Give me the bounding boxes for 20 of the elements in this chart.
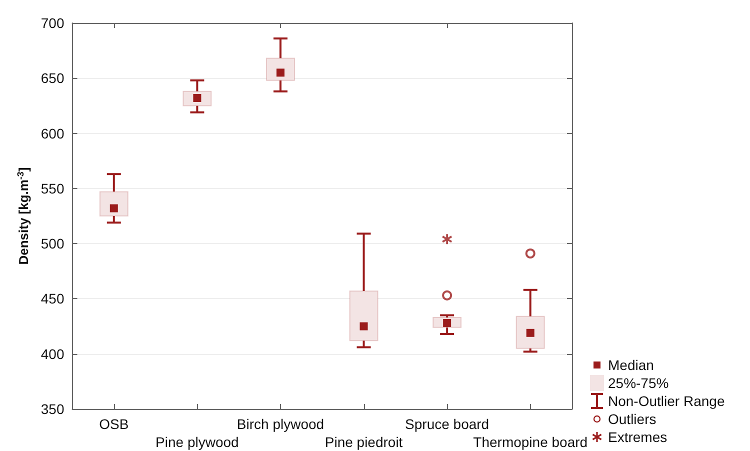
y-tick-label: 450 (40, 290, 64, 307)
x-tick-label: Pine plywood (156, 434, 239, 450)
y-axis-title: Density [kg.m-3] (16, 167, 31, 265)
y-tick-label: 600 (40, 125, 64, 142)
x-tick-label: Spruce board (405, 416, 490, 432)
y-tick-label: 400 (40, 346, 64, 362)
y-tick-label: 650 (40, 70, 64, 86)
y-tick-label: 500 (40, 236, 64, 252)
x-tick-label: OSB (99, 416, 129, 432)
x-tick-label: Pine piedroit (324, 434, 403, 450)
legend-label: 25%-75% (608, 375, 669, 391)
x-tick-label: Thermopine board (473, 434, 588, 450)
text: Median (608, 357, 654, 373)
y-tick-label: 350 (40, 401, 64, 417)
legend-label: Outliers (608, 411, 656, 427)
text: Non-Outlier Range (608, 393, 725, 409)
y-tick-label: 700 (40, 15, 64, 31)
x-tick-label: Birch plywood (236, 416, 324, 432)
y-tick-label: 550 (40, 180, 64, 196)
legend-label: Extremes (608, 429, 668, 445)
